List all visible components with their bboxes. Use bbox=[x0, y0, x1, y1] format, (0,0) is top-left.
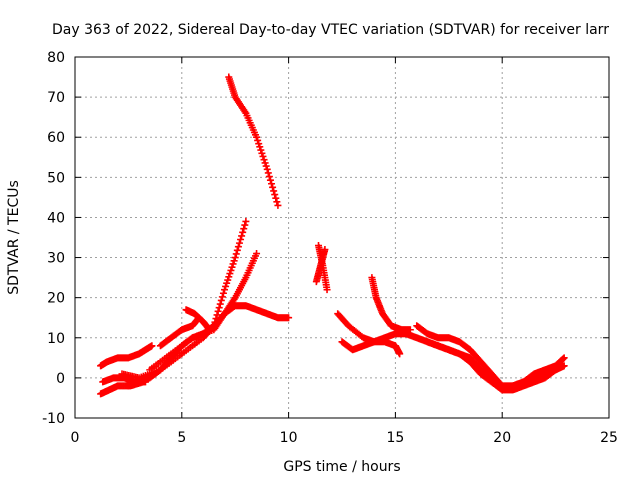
data-point bbox=[213, 311, 221, 319]
series-arc-13 bbox=[338, 330, 410, 354]
y-tick-label: 40 bbox=[47, 210, 65, 226]
data-point bbox=[222, 282, 230, 290]
data-point bbox=[259, 152, 267, 160]
series-arc-1 bbox=[97, 342, 156, 370]
data-point bbox=[223, 279, 231, 287]
data-point bbox=[217, 296, 225, 304]
data-point bbox=[265, 173, 273, 181]
data-point bbox=[224, 276, 232, 284]
data-point bbox=[269, 183, 277, 191]
series-arc-17 bbox=[423, 338, 560, 394]
series-arc-6 bbox=[146, 250, 261, 374]
chart-title: Day 363 of 2022, Sidereal Day-to-day VTE… bbox=[52, 22, 609, 38]
y-tick-label: 30 bbox=[47, 251, 65, 267]
data-point bbox=[260, 156, 268, 164]
data-point bbox=[231, 254, 239, 262]
data-point bbox=[396, 350, 404, 358]
x-axis-label: GPS time / hours bbox=[283, 459, 400, 475]
data-point bbox=[225, 273, 233, 281]
data-point bbox=[242, 217, 250, 225]
data-point bbox=[240, 225, 248, 233]
x-tick-label: 15 bbox=[386, 430, 404, 446]
data-point bbox=[323, 286, 331, 294]
data-point bbox=[235, 239, 243, 247]
data-point bbox=[271, 191, 279, 199]
data-point bbox=[273, 198, 281, 206]
y-tick-label: 0 bbox=[56, 371, 65, 387]
data-point bbox=[238, 232, 246, 240]
data-point bbox=[258, 149, 266, 157]
data-point bbox=[253, 250, 261, 258]
series-arc-8 bbox=[182, 306, 214, 334]
data-point bbox=[241, 221, 249, 229]
data-point bbox=[560, 354, 568, 362]
grid bbox=[75, 57, 609, 418]
data-point bbox=[232, 250, 240, 258]
series-arc-14 bbox=[368, 274, 414, 334]
data-point bbox=[551, 367, 559, 375]
series-arc-7 bbox=[156, 314, 203, 350]
y-tick-label: 20 bbox=[47, 291, 65, 307]
series-arc-9 bbox=[225, 73, 282, 209]
y-tick-label: 80 bbox=[47, 50, 65, 66]
data-point bbox=[219, 289, 227, 297]
y-tick-label: 70 bbox=[47, 90, 65, 106]
y-tick-label: 60 bbox=[47, 130, 65, 146]
data-point bbox=[253, 133, 261, 141]
data-point bbox=[552, 366, 560, 374]
data-point bbox=[239, 228, 247, 236]
data-point bbox=[560, 362, 568, 370]
data-point bbox=[266, 176, 274, 184]
x-tick-label: 10 bbox=[280, 430, 298, 446]
x-tick-label: 0 bbox=[71, 430, 80, 446]
data-point bbox=[559, 355, 567, 363]
y-tick-label: 50 bbox=[47, 170, 65, 186]
data-point bbox=[254, 136, 262, 144]
x-tick-label: 5 bbox=[177, 430, 186, 446]
data-point bbox=[148, 342, 156, 350]
data-point bbox=[262, 162, 270, 170]
data-point bbox=[274, 201, 282, 209]
data-point bbox=[263, 165, 271, 173]
data-point bbox=[221, 286, 229, 294]
data-point bbox=[206, 326, 214, 334]
data-point bbox=[285, 314, 293, 322]
data-point bbox=[215, 304, 223, 312]
data-point bbox=[268, 180, 276, 188]
series-arc-11 bbox=[315, 242, 331, 294]
plot-frame bbox=[74, 56, 610, 419]
data-point bbox=[229, 260, 237, 268]
data-point bbox=[257, 146, 265, 154]
x-tick-label: 25 bbox=[600, 430, 618, 446]
data-point bbox=[270, 187, 278, 195]
data-point bbox=[237, 236, 245, 244]
data-point bbox=[216, 300, 224, 308]
data-point bbox=[228, 263, 236, 271]
data-point bbox=[272, 194, 280, 202]
data-marks bbox=[97, 73, 568, 398]
data-point bbox=[226, 270, 234, 278]
data-point bbox=[256, 143, 264, 151]
y-tick-label: 10 bbox=[47, 331, 65, 347]
data-point bbox=[255, 140, 263, 148]
data-point bbox=[234, 243, 242, 251]
tick-labels: 0 5 10 15 20 25 -10 0 10 20 30 40 50 60 70 80 bbox=[42, 50, 618, 446]
data-point bbox=[227, 266, 235, 274]
data-point bbox=[233, 246, 241, 254]
data-point bbox=[218, 293, 226, 301]
y-axis-label: SDTVAR / TECUs bbox=[6, 180, 22, 295]
data-point bbox=[264, 169, 272, 177]
data-point bbox=[214, 307, 222, 315]
data-point bbox=[261, 159, 269, 167]
y-tick-label: -10 bbox=[42, 411, 65, 427]
x-tick-label: 20 bbox=[493, 430, 511, 446]
data-point bbox=[230, 257, 238, 265]
